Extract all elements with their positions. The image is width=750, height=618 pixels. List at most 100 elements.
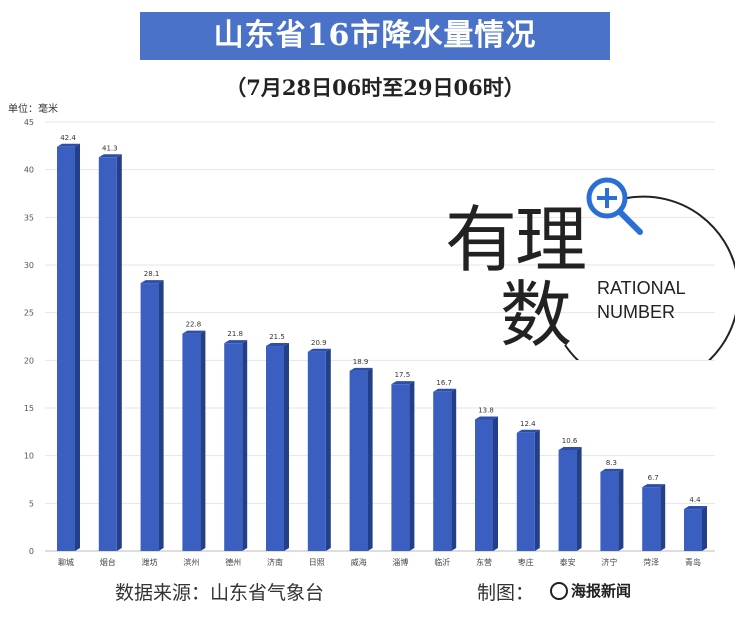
bar-top — [224, 340, 248, 344]
bar-side — [158, 280, 164, 551]
bar-top — [182, 330, 206, 334]
bar-side — [660, 484, 666, 551]
y-tick-label: 10 — [24, 452, 34, 461]
data-label: 10.6 — [562, 437, 578, 445]
bar-top — [600, 468, 624, 472]
data-label: 8.3 — [606, 459, 617, 467]
brand-logo-icon — [550, 581, 568, 600]
bar-top — [684, 506, 707, 510]
bar-top — [57, 143, 80, 147]
bar — [307, 351, 326, 551]
data-label: 42.4 — [60, 134, 76, 142]
bar-top — [140, 280, 164, 284]
chart-title: 山东省16市降水量情况 — [140, 12, 610, 60]
data-label: 13.8 — [478, 406, 494, 414]
y-tick-label: 0 — [29, 547, 34, 556]
bar-top — [349, 367, 373, 371]
logo-char-1: 有 — [445, 198, 517, 282]
bar-side — [576, 446, 582, 551]
x-tick-label: 潍坊 — [142, 557, 158, 567]
logo-char-2: 理 — [515, 198, 587, 282]
chart-subtitle: （7月28日06时至29日06时） — [225, 75, 525, 100]
bar-side — [618, 468, 624, 551]
bar-side — [702, 506, 707, 551]
bar-top — [266, 343, 289, 347]
bar — [684, 509, 702, 551]
x-tick-label: 临沂 — [434, 557, 450, 567]
bar-side — [116, 154, 122, 552]
bar-side — [242, 340, 248, 551]
x-tick-label: 枣庄 — [518, 557, 534, 567]
bar — [516, 432, 535, 551]
bar — [391, 384, 410, 551]
y-tick-label: 15 — [24, 404, 34, 413]
bar-side — [493, 416, 498, 551]
brand-name: 海报新闻 — [571, 582, 632, 600]
bar — [57, 146, 75, 551]
bar — [224, 343, 243, 551]
bar — [140, 283, 159, 551]
bar-side — [534, 429, 540, 551]
bar-side — [367, 367, 373, 551]
x-tick-label: 济宁 — [601, 557, 617, 567]
y-tick-label: 30 — [24, 261, 34, 270]
data-label: 21.8 — [227, 330, 243, 338]
bar-top — [642, 484, 666, 488]
data-label: 41.3 — [102, 144, 118, 152]
y-tick-label: 20 — [24, 356, 34, 365]
x-tick-label: 济南 — [267, 557, 283, 567]
data-label: 18.9 — [353, 358, 369, 366]
bar-top — [558, 446, 582, 450]
y-tick-label: 35 — [24, 213, 34, 222]
data-label: 4.4 — [689, 496, 701, 504]
bar-top — [98, 154, 122, 158]
x-tick-label: 德州 — [225, 557, 241, 567]
bar — [600, 471, 619, 551]
bar — [558, 449, 577, 551]
data-label: 16.7 — [436, 379, 452, 387]
bar-side — [409, 381, 415, 551]
data-source: 数据来源：山东省气象台 — [115, 582, 325, 604]
bar — [433, 391, 452, 551]
x-tick-label: 威海 — [351, 557, 367, 567]
logo-text-1: RATIONAL — [597, 278, 686, 298]
y-tick-label: 40 — [24, 166, 34, 175]
magnifier-plus-icon — [586, 177, 643, 235]
bar-side — [451, 388, 457, 551]
bar-side — [325, 348, 331, 551]
data-label: 28.1 — [144, 270, 160, 278]
bar-side — [200, 330, 206, 551]
x-tick-label: 聊城 — [58, 558, 74, 567]
data-label: 6.7 — [648, 474, 659, 482]
logo-text-2: NUMBER — [597, 302, 675, 322]
logo-char-3: 数 — [500, 273, 572, 357]
logo-graphic: 有 理 数 RATIONAL NUMBER — [445, 177, 735, 360]
y-tick-label: 45 — [24, 118, 34, 127]
x-tick-label: 泰安 — [560, 557, 576, 567]
bar-side — [75, 143, 80, 551]
data-label: 22.8 — [186, 321, 202, 329]
x-tick-label: 东营 — [476, 557, 492, 567]
bar-top — [433, 388, 457, 392]
bar-top — [516, 429, 540, 433]
rational-number-logo: 有 理 数 RATIONAL NUMBER — [445, 170, 735, 360]
bar — [98, 157, 117, 552]
bar — [182, 333, 201, 551]
x-tick-label: 滨州 — [183, 557, 199, 567]
y-tick-label: 5 — [29, 499, 34, 508]
x-tick-label: 日照 — [309, 558, 325, 567]
data-label: 12.4 — [520, 420, 536, 428]
brand: 海报新闻 — [550, 580, 631, 601]
x-tick-label: 淄博 — [392, 557, 408, 567]
bar — [349, 370, 368, 551]
y-tick-label: 25 — [24, 309, 34, 318]
x-tick-label: 青岛 — [685, 557, 701, 567]
bar — [475, 419, 493, 551]
bar — [642, 487, 661, 551]
bar-top — [307, 348, 331, 352]
data-label: 21.5 — [269, 333, 285, 341]
x-tick-label: 烟台 — [100, 557, 116, 567]
x-tick-label: 菏泽 — [643, 557, 659, 567]
y-axis-unit: 单位：毫米 — [8, 104, 58, 115]
